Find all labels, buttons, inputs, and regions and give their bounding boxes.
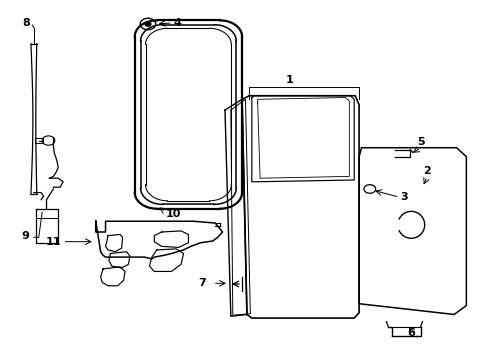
Text: 9: 9 <box>21 231 29 240</box>
Text: 6: 6 <box>407 328 414 338</box>
Text: 5: 5 <box>416 138 424 147</box>
Text: 10: 10 <box>165 209 181 219</box>
Text: 4: 4 <box>173 18 182 28</box>
Text: 8: 8 <box>22 18 30 28</box>
Text: 3: 3 <box>400 192 407 202</box>
Text: 2: 2 <box>423 166 430 176</box>
Text: 11: 11 <box>46 237 61 247</box>
Text: 7: 7 <box>198 278 206 288</box>
Circle shape <box>145 22 151 26</box>
Text: 1: 1 <box>285 75 293 85</box>
